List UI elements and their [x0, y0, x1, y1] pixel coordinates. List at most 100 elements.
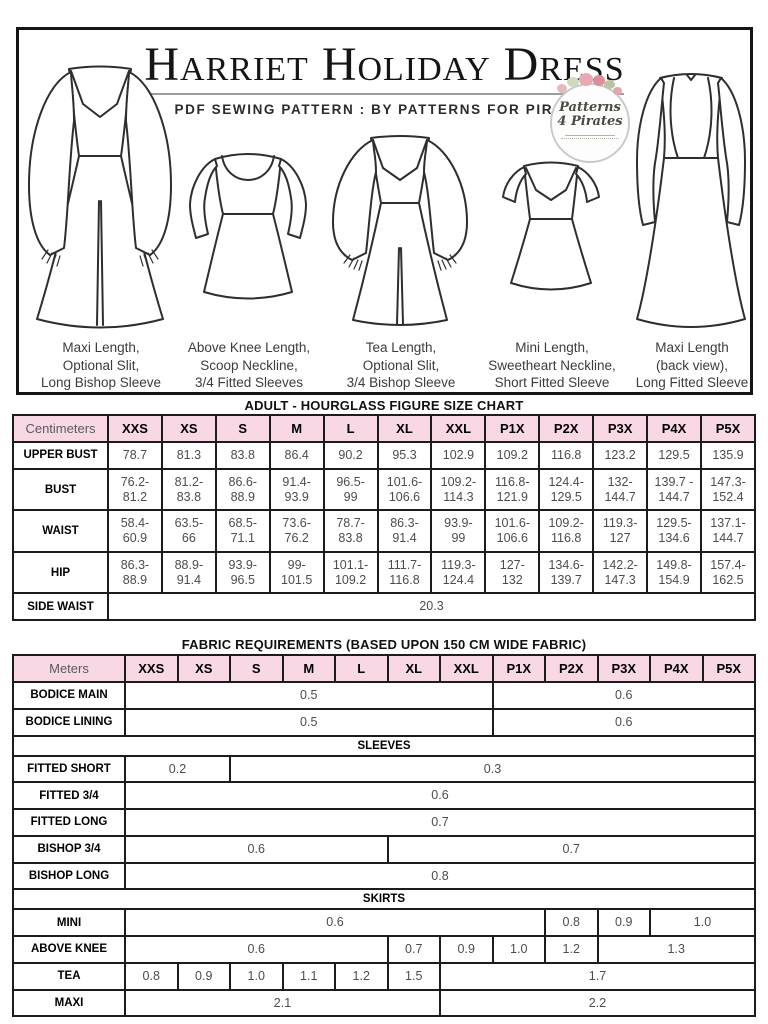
measurement-value-cell: 129.5- 134.6	[646, 509, 702, 553]
dress-caption: Tea Length, Optional Slit, 3/4 Bishop Sl…	[346, 340, 456, 390]
fabric-value-cell: 2.1	[124, 988, 441, 1018]
fabric-label-cell: BISHOP LONG	[12, 861, 126, 891]
measurement-value-cell: 99- 101.5	[268, 550, 325, 595]
fabric-row: FITTED LONG 0.7	[12, 808, 756, 837]
measurement-row: BUST 76.2- 81.2 81.2- 83.8 86.6- 88.9 91.4- …	[12, 467, 757, 512]
measurement-value-cell: 95.3	[376, 441, 433, 470]
fabric-value-cell: 0.6	[124, 834, 389, 864]
size-chart-title: ADULT - HOURGLASS FIGURE SIZE CHART	[244, 398, 524, 413]
measurement-value-cell: 101.6- 106.6	[376, 467, 433, 512]
fabric-label-cell: TEA	[12, 961, 126, 991]
measurement-value-cell: 116.8	[538, 441, 595, 470]
measurement-value-cell: 73.6- 76.2	[268, 509, 325, 553]
measurement-value-cell: 81.2- 83.8	[160, 467, 217, 512]
measurement-value-cell: 137.1- 144.7	[699, 509, 757, 553]
measurement-value-cell: 96.5- 99	[322, 467, 379, 512]
measurement-label-cell: HIP	[12, 550, 109, 595]
fabric-label-cell: MAXI	[12, 988, 126, 1018]
page-subtitle: PDF SEWING PATTERN : BY PATTERNS FOR PIR…	[174, 102, 595, 118]
title-underline	[145, 93, 624, 96]
measurement-value-cell: 109.2	[484, 441, 541, 470]
dress-maxi-front-bishop-illustration	[28, 65, 172, 329]
measurement-value-cell: 157.4- 162.5	[699, 550, 757, 595]
fabric-value-cell: 0.7	[386, 834, 756, 864]
fabric-value-cell: 2.2	[439, 988, 756, 1018]
fabric-chart-table: Meters XXS XS S M L XL XXL P1X P2X P3X P4X P5X BODICE…	[12, 654, 756, 1018]
brand-logo: Patterns 4 Pirates	[547, 73, 633, 167]
fabric-label-cell: FITTED 3/4	[12, 781, 126, 810]
size-header-cell: XXL	[439, 654, 494, 683]
measurement-label-cell: WAIST	[12, 509, 109, 553]
fabric-value-cell: 0.3	[229, 754, 756, 784]
measurement-value-cell: 58.4- 60.9	[107, 509, 163, 553]
measurement-row: WAIST 58.4- 60.9 63.5- 66 68.5- 71.1 73.6- 7…	[12, 509, 757, 553]
flower-icon	[579, 73, 593, 86]
size-header-cell: P3X	[596, 654, 651, 683]
measurement-value-cell: 116.8- 121.9	[484, 467, 541, 512]
fabric-row: MINI 0.6 0.8 0.9 1.0	[12, 908, 756, 937]
size-header-cell: S	[229, 654, 284, 683]
fabric-row: ABOVE KNEE 0.6 0.7 0.9 1.0 1.2 1.3	[12, 935, 756, 964]
fabric-value-cell: 0.6	[124, 908, 546, 937]
fabric-value-cell: 1.1	[281, 961, 336, 991]
dress-caption: Maxi Length, Optional Slit, Long Bishop …	[40, 340, 162, 390]
size-header-cell: P2X	[538, 414, 595, 443]
measurement-row: UPPER BUST 78.7 81.3 83.8 86.4 90.2 95.3 102.9 1…	[12, 441, 757, 470]
fabric-label-cell: BISHOP 3/4	[12, 834, 126, 864]
measurement-value-cell: 76.2- 81.2	[107, 467, 163, 512]
measurement-value-cell: 86.6- 88.9	[214, 467, 271, 512]
measurement-value-cell: 123.2	[592, 441, 649, 470]
fabric-value-cell: 1.0	[229, 961, 284, 991]
size-header-cell: XL	[386, 654, 441, 683]
measurement-value-cell: 147.3- 152.4	[699, 467, 757, 512]
measurement-value-cell: 119.3- 127	[592, 509, 649, 553]
leaf-icon	[604, 80, 615, 89]
size-header-cell: M	[268, 414, 325, 443]
fabric-section-row: SLEEVES	[12, 734, 756, 757]
fabric-value-cell: 0.7	[386, 935, 441, 964]
logo-wordmark: Patterns 4 Pirates	[547, 101, 633, 129]
measurement-value-cell: 83.8	[214, 441, 271, 470]
fabric-value-cell: 0.2	[124, 754, 231, 784]
fabric-value-cell: 1.5	[386, 961, 441, 991]
size-header-cell: XXL	[430, 414, 487, 443]
measurement-value-cell: 119.3- 124.4	[430, 550, 487, 595]
unit-header-cell: Centimeters	[12, 414, 109, 443]
measurement-label-cell: UPPER BUST	[12, 441, 109, 470]
measurement-label-cell: BUST	[12, 467, 109, 512]
fabric-row: BISHOP LONG 0.8	[12, 861, 756, 891]
fabric-value-cell: 0.7	[124, 808, 756, 837]
flower-icon	[613, 87, 622, 95]
measurement-value-cell: 132- 144.7	[592, 467, 649, 512]
size-chart-table: Centimeters XXS XS S M L XL XXL P1X P2X P3X P4X P5X U…	[12, 414, 757, 621]
size-header-cell: P3X	[592, 414, 649, 443]
measurement-value-cell: 129.5	[646, 441, 702, 470]
unit-header-cell: Meters	[12, 654, 126, 683]
leaf-icon	[567, 77, 579, 87]
fabric-value-cell: 1.7	[439, 961, 756, 991]
fabric-value-cell: 1.0	[649, 908, 756, 937]
dress-mini-sweetheart-illustration	[502, 161, 600, 291]
measurement-value-cell: 135.9	[699, 441, 757, 470]
fabric-row: MAXI 2.1 2.2	[12, 988, 756, 1018]
measurement-row: SIDE WAIST 20.3	[12, 592, 756, 621]
fabric-value-cell: 0.8	[544, 908, 599, 937]
dress-maxi-back-fitted-illustration	[636, 73, 746, 328]
fabric-label-cell: MINI	[12, 908, 126, 937]
fabric-value-cell: 1.0	[491, 935, 546, 964]
illustration-panel: Harriet Holiday Dress PDF SEWING PATTERN…	[16, 27, 753, 395]
size-header-cell: XL	[376, 414, 433, 443]
dress-caption: Mini Length, Sweetheart Neckline, Short …	[488, 340, 616, 390]
fabric-value-cell: 1.3	[596, 935, 756, 964]
measurement-value-cell: 86.4	[268, 441, 325, 470]
size-header-cell: P2X	[544, 654, 599, 683]
flower-icon	[593, 75, 605, 86]
size-header-cell: XS	[160, 414, 217, 443]
dress-above-knee-scoop-illustration	[189, 153, 307, 300]
size-header-cell: P4X	[649, 654, 704, 683]
fabric-value-cell: 0.5	[124, 707, 494, 737]
measurement-value-cell: 109.2- 114.3	[430, 467, 487, 512]
page-title: Harriet Holiday Dress	[144, 38, 625, 91]
measurement-value-cell: 88.9- 91.4	[160, 550, 217, 595]
